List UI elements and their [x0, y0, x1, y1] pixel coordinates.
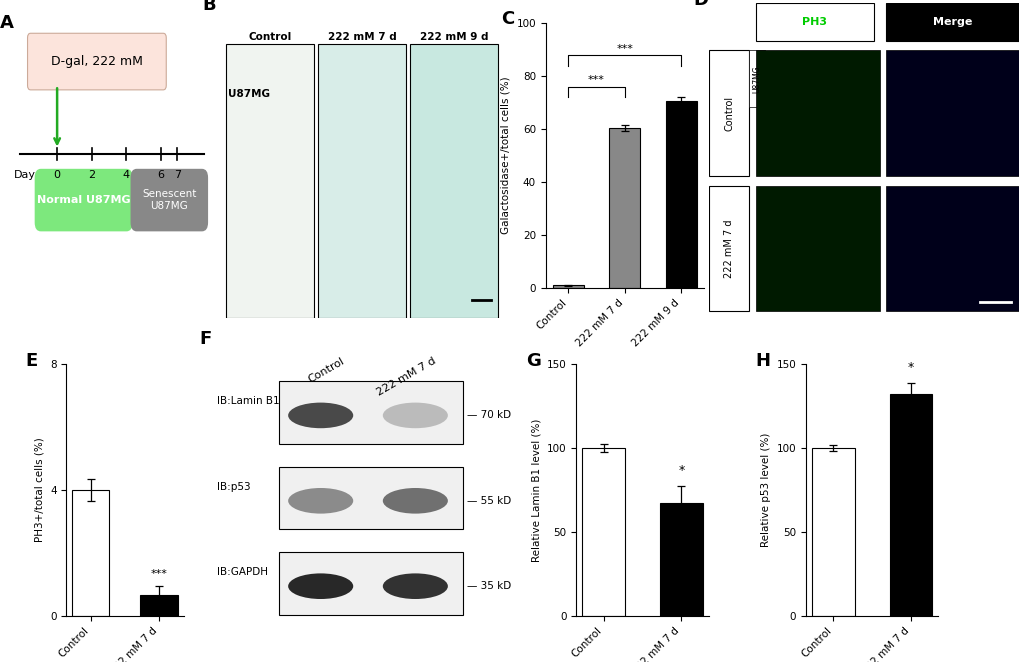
Y-axis label: Galactosidase+/total cells (%): Galactosidase+/total cells (%) [500, 77, 511, 234]
Bar [886, 3, 1019, 41]
Ellipse shape [288, 573, 353, 599]
Text: B: B [202, 0, 216, 14]
Text: 6: 6 [158, 170, 164, 180]
Bar [665, 101, 696, 288]
Text: — 70 kD: — 70 kD [467, 410, 511, 420]
Text: — 35 kD: — 35 kD [467, 581, 511, 591]
Ellipse shape [288, 488, 353, 514]
Text: 7: 7 [174, 170, 180, 180]
Bar [71, 490, 109, 616]
Bar [886, 50, 1019, 176]
Text: ***: *** [615, 44, 633, 54]
Bar [279, 552, 463, 614]
Text: U87MG: U87MG [228, 89, 270, 99]
Bar [226, 44, 314, 318]
Text: E: E [25, 352, 38, 369]
Text: G: G [526, 352, 540, 369]
Text: *: * [907, 361, 913, 374]
Text: Senescent
U87MG: Senescent U87MG [142, 189, 197, 211]
Bar [279, 467, 463, 530]
Bar [886, 186, 1019, 312]
Text: C: C [501, 10, 515, 28]
Ellipse shape [382, 402, 447, 428]
FancyBboxPatch shape [35, 169, 132, 231]
Bar [755, 186, 879, 312]
Text: 0: 0 [54, 170, 60, 180]
Text: IB:p53: IB:p53 [217, 481, 251, 492]
Y-axis label: Relative Lamin B1 level (%): Relative Lamin B1 level (%) [531, 418, 541, 561]
Text: 222 mM 7 d: 222 mM 7 d [375, 355, 437, 398]
Text: 222 mM 7 d: 222 mM 7 d [723, 219, 734, 278]
FancyBboxPatch shape [28, 33, 166, 90]
Bar [141, 595, 178, 616]
Bar [755, 3, 873, 41]
Bar [318, 44, 406, 318]
Ellipse shape [288, 402, 353, 428]
Text: U87MG: U87MG [752, 65, 761, 93]
Ellipse shape [382, 573, 447, 599]
Text: D: D [693, 0, 707, 9]
Text: Control: Control [249, 32, 291, 42]
Text: 222 mM 7 d: 222 mM 7 d [327, 32, 396, 42]
Text: IB:GAPDH: IB:GAPDH [217, 567, 268, 577]
Text: 222 mM 9 d: 222 mM 9 d [419, 32, 488, 42]
Bar [708, 50, 749, 176]
Bar [659, 503, 702, 616]
Ellipse shape [382, 488, 447, 514]
Bar [279, 381, 463, 444]
Text: Day: Day [14, 170, 37, 180]
Text: ***: *** [588, 75, 604, 85]
Text: *: * [678, 464, 684, 477]
Bar [811, 448, 854, 616]
Bar [410, 44, 497, 318]
Text: A: A [0, 14, 14, 32]
Bar [708, 186, 749, 312]
Bar [552, 285, 583, 288]
Text: Control: Control [723, 96, 734, 131]
Y-axis label: Relative p53 level (%): Relative p53 level (%) [760, 433, 770, 547]
Y-axis label: PH3+/total cells (%): PH3+/total cells (%) [35, 438, 45, 542]
Bar [749, 50, 764, 107]
Text: D-gal, 222 mM: D-gal, 222 mM [51, 55, 143, 68]
Bar [582, 448, 625, 616]
FancyBboxPatch shape [130, 169, 208, 231]
Text: Control: Control [307, 355, 346, 385]
Text: 2: 2 [89, 170, 95, 180]
Text: H: H [755, 352, 769, 369]
Text: ***: *** [151, 569, 167, 579]
Text: Merge: Merge [932, 17, 972, 27]
Text: 4: 4 [123, 170, 129, 180]
Text: F: F [200, 330, 212, 348]
Text: IB:Lamin B1: IB:Lamin B1 [217, 396, 279, 406]
Bar [889, 395, 931, 616]
Text: PH3: PH3 [801, 17, 826, 27]
Bar [755, 50, 879, 176]
Text: Normal U87MG: Normal U87MG [37, 195, 130, 205]
Bar [608, 128, 640, 288]
Text: — 55 kD: — 55 kD [467, 496, 511, 506]
